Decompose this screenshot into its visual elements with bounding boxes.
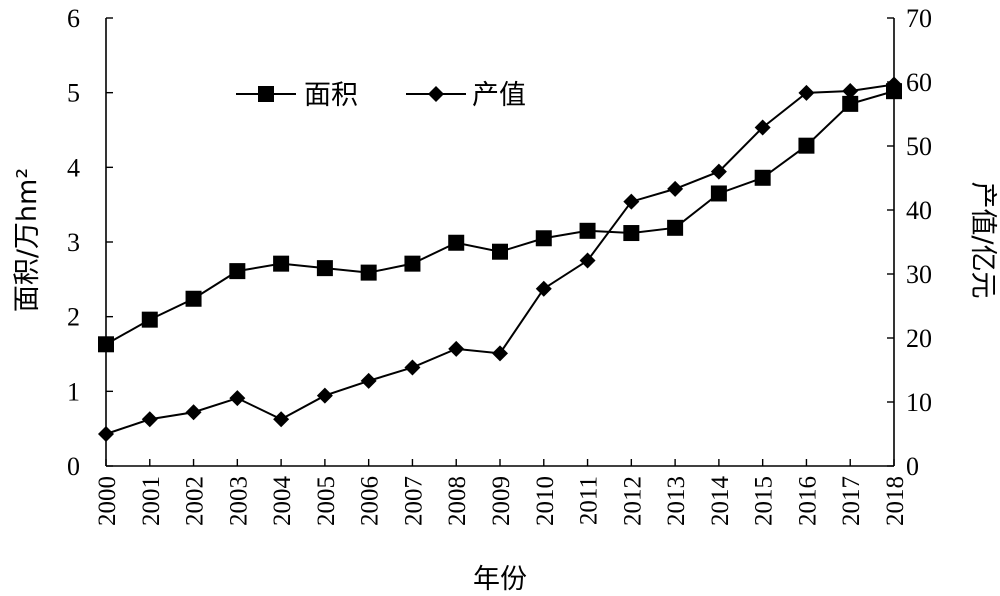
- x-ticks: 2000 2001 2002 2003 2004 2005 2006 2007 2008 2009…: [94, 459, 909, 526]
- left-tick-label: 4: [67, 153, 80, 182]
- data-point-square: [98, 336, 114, 353]
- data-point-square: [492, 243, 508, 260]
- left-tick-label: 1: [67, 377, 80, 406]
- data-point-diamond: [535, 280, 552, 297]
- left-tick-label: 2: [67, 303, 80, 332]
- data-point-diamond: [754, 119, 771, 136]
- legend-item-value: 产值: [406, 80, 526, 111]
- data-point-square: [185, 290, 202, 307]
- x-tick-label: 2014: [707, 476, 734, 527]
- legend: 面积 产值: [236, 80, 526, 111]
- data-point-square: [229, 263, 246, 280]
- x-tick-label: 2007: [400, 476, 427, 526]
- data-point-diamond: [886, 76, 902, 93]
- series-value: [98, 76, 902, 442]
- series: [98, 76, 902, 442]
- x-axis-title: 年份: [473, 564, 527, 595]
- x-tick-label: 2006: [357, 476, 384, 526]
- data-point-diamond: [623, 193, 640, 210]
- data-point-square: [404, 255, 421, 272]
- data-point-square: [667, 219, 684, 236]
- legend-label-area: 面积: [304, 80, 358, 111]
- data-point-diamond: [185, 404, 202, 421]
- data-point-diamond: [710, 163, 727, 180]
- x-tick-label: 2002: [182, 476, 209, 526]
- data-point-diamond: [798, 84, 815, 101]
- data-point-square: [754, 169, 771, 186]
- data-point-square: [798, 137, 815, 154]
- legend-marker-diamond: [428, 86, 444, 102]
- right-tick-label: 70: [906, 4, 932, 33]
- right-tick-label: 60: [906, 68, 932, 97]
- data-point-square: [623, 225, 640, 242]
- data-point-diamond: [492, 345, 508, 362]
- legend-item-area: 面积: [236, 80, 358, 111]
- legend-marker-square: [258, 86, 274, 102]
- data-point-square: [360, 264, 377, 281]
- data-point-square: [710, 185, 727, 202]
- left-tick-label: 0: [67, 452, 80, 481]
- left-tick-label: 5: [67, 79, 80, 108]
- right-y-ticks: 0 10 20 30 40 50 60 70: [887, 4, 932, 481]
- right-tick-label: 20: [906, 324, 932, 353]
- right-tick-label: 30: [906, 260, 932, 289]
- x-tick-label: 2016: [794, 476, 821, 526]
- right-y-axis-title: 产值/亿元: [967, 181, 998, 298]
- data-point-square: [273, 255, 290, 272]
- right-tick-label: 10: [906, 388, 932, 417]
- data-point-diamond: [667, 180, 684, 197]
- data-point-diamond: [98, 426, 114, 442]
- left-tick-label: 6: [67, 4, 80, 33]
- right-tick-label: 50: [906, 132, 932, 161]
- x-tick-label: 2000: [94, 476, 121, 526]
- data-point-diamond: [229, 390, 246, 407]
- x-tick-label: 2004: [269, 476, 296, 527]
- data-point-square: [448, 234, 465, 251]
- x-tick-label: 2003: [225, 476, 252, 526]
- data-point-diamond: [273, 411, 290, 428]
- data-point-diamond: [141, 411, 158, 428]
- data-point-square: [535, 230, 552, 247]
- data-point-diamond: [316, 387, 333, 404]
- x-tick-label: 2008: [444, 476, 471, 526]
- right-tick-label: 40: [906, 196, 932, 225]
- axes: 0 1 2 3 4 5 6 0 10 20 30 40 50 60 70 2000 2001 2002 2003…: [67, 4, 932, 526]
- data-point-square: [141, 311, 158, 328]
- x-tick-label: 2012: [619, 476, 646, 526]
- left-tick-label: 3: [67, 228, 80, 257]
- x-tick-label: 2013: [663, 476, 690, 526]
- data-point-square: [579, 222, 596, 239]
- data-point-diamond: [360, 372, 377, 389]
- series-line: [105, 90, 895, 346]
- left-y-axis-title: 面积/万hm²: [12, 168, 43, 312]
- x-tick-label: 2015: [751, 476, 778, 526]
- data-point-diamond: [404, 359, 421, 376]
- left-y-ticks: 0 1 2 3 4 5 6: [67, 4, 113, 481]
- data-point-diamond: [842, 82, 859, 99]
- x-tick-label: 2010: [532, 476, 559, 526]
- right-tick-label: 0: [906, 452, 919, 481]
- x-tick-label: 2001: [138, 476, 165, 526]
- x-tick-label: 2011: [576, 476, 603, 525]
- x-tick-label: 2017: [838, 476, 865, 526]
- data-point-square: [316, 260, 333, 277]
- legend-label-value: 产值: [472, 80, 526, 111]
- x-tick-label: 2009: [488, 476, 515, 526]
- data-point-square: [842, 95, 859, 112]
- x-tick-label: 2005: [313, 476, 340, 526]
- data-point-diamond: [448, 340, 465, 357]
- x-tick-label: 2018: [882, 476, 909, 526]
- data-point-diamond: [579, 252, 596, 269]
- series-area: [98, 83, 902, 353]
